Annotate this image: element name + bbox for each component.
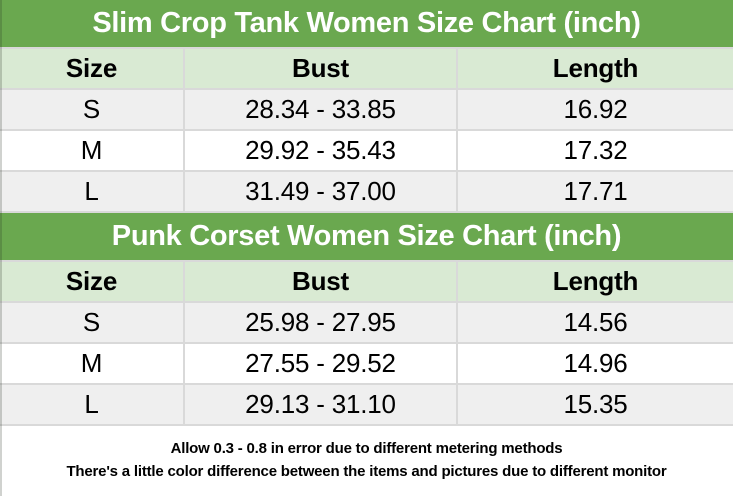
table-row-s: S 25.98 - 27.95 14.56: [0, 301, 733, 342]
col-header-length: Length: [458, 49, 733, 88]
punk-corset-size-chart: Punk Corset Women Size Chart (inch) Size…: [0, 211, 733, 424]
chart-title-bar: Punk Corset Women Size Chart (inch): [0, 211, 733, 260]
cell-size: L: [0, 172, 183, 211]
column-header-row: Size Bust Length: [0, 47, 733, 88]
cell-bust: 28.34 - 33.85: [183, 90, 458, 129]
col-header-bust: Bust: [183, 49, 458, 88]
cell-length: 16.92: [458, 90, 733, 129]
cell-bust: 31.49 - 37.00: [183, 172, 458, 211]
cell-size: M: [0, 131, 183, 170]
cell-length: 14.96: [458, 344, 733, 383]
cell-length: 14.56: [458, 303, 733, 342]
cell-size: M: [0, 344, 183, 383]
chart-title-bar: Slim Crop Tank Women Size Chart (inch): [0, 0, 733, 47]
table-row-m: M 29.92 - 35.43 17.32: [0, 129, 733, 170]
table-row-m: M 27.55 - 29.52 14.96: [0, 342, 733, 383]
slim-crop-tank-size-chart: Slim Crop Tank Women Size Chart (inch) S…: [0, 0, 733, 211]
col-header-length: Length: [458, 262, 733, 301]
cell-bust: 29.92 - 35.43: [183, 131, 458, 170]
cell-length: 15.35: [458, 385, 733, 424]
col-header-size: Size: [0, 49, 183, 88]
table-row-l: L 29.13 - 31.10 15.35: [0, 383, 733, 424]
col-header-bust: Bust: [183, 262, 458, 301]
col-header-size: Size: [0, 262, 183, 301]
table-row-l: L 31.49 - 37.00 17.71: [0, 170, 733, 211]
cell-length: 17.71: [458, 172, 733, 211]
table-row-s: S 28.34 - 33.85 16.92: [0, 88, 733, 129]
chart-title: Slim Crop Tank Women Size Chart (inch): [92, 7, 641, 39]
cell-size: S: [0, 303, 183, 342]
note-line-color-difference: There's a little color difference betwee…: [66, 463, 667, 480]
note-line-metering: Allow 0.3 - 0.8 in error due to differen…: [170, 440, 563, 457]
cell-bust: 29.13 - 31.10: [183, 385, 458, 424]
cell-bust: 25.98 - 27.95: [183, 303, 458, 342]
chart-title: Punk Corset Women Size Chart (inch): [111, 220, 622, 252]
cell-bust: 27.55 - 29.52: [183, 344, 458, 383]
cell-size: L: [0, 385, 183, 424]
notes-footer: Allow 0.3 - 0.8 in error due to differen…: [0, 424, 733, 496]
column-header-row: Size Bust Length: [0, 260, 733, 301]
cell-length: 17.32: [458, 131, 733, 170]
cell-size: S: [0, 90, 183, 129]
